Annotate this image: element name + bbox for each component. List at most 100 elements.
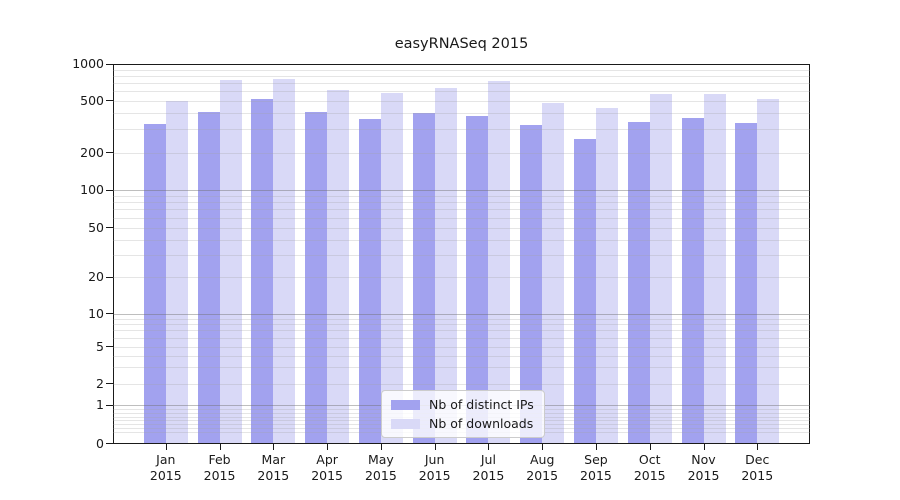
gridline-minor xyxy=(113,202,810,204)
bar-ips-dec xyxy=(735,123,758,444)
bar-downloads-jun xyxy=(434,87,457,444)
legend-label-distinct-ips: Nb of distinct IPs xyxy=(429,397,534,412)
bar-ips-jun xyxy=(412,113,435,444)
y-tick-mark xyxy=(106,346,113,347)
gridline-minor xyxy=(113,69,810,71)
gridline-minor xyxy=(113,330,810,332)
y-tick-mark xyxy=(106,404,113,406)
gridline-minor xyxy=(113,355,810,357)
gridline-major xyxy=(113,313,810,315)
legend: Nb of distinct IPs Nb of downloads xyxy=(381,390,545,438)
bar-ips-aug xyxy=(520,125,543,444)
gridline-minor xyxy=(113,324,810,326)
gridline-minor xyxy=(113,367,810,369)
gridline-minor xyxy=(113,195,810,197)
bar-ips-jul xyxy=(466,115,489,444)
x-tick-mark xyxy=(757,444,759,450)
gridline-minor xyxy=(113,255,810,257)
y-tick-label: 100 xyxy=(80,182,104,197)
y-tick-label: 50 xyxy=(88,219,104,235)
x-tick-mark xyxy=(273,444,275,450)
x-tick-label: Jul 2015 xyxy=(472,452,505,483)
x-tick-label: Jun 2015 xyxy=(418,452,451,483)
gridline-minor xyxy=(113,346,810,348)
gridline-minor xyxy=(113,152,810,154)
y-tick-label: 200 xyxy=(80,144,104,160)
bar-downloads-sep xyxy=(595,108,618,444)
legend-label-downloads: Nb of downloads xyxy=(429,416,534,431)
x-tick-label: Nov 2015 xyxy=(687,452,720,483)
x-tick-mark xyxy=(649,444,651,450)
y-tick-mark xyxy=(106,383,113,384)
x-tick-label: Sep 2015 xyxy=(580,452,612,483)
y-tick-label: 0 xyxy=(96,435,104,451)
bar-ips-sep xyxy=(573,139,596,444)
legend-swatch-downloads xyxy=(391,418,420,429)
bar-downloads-mar xyxy=(273,78,296,444)
x-tick-mark xyxy=(488,444,490,450)
y-tick-label: 20 xyxy=(88,269,104,284)
gridline-major xyxy=(113,190,810,191)
y-tick-mark xyxy=(106,313,113,314)
x-tick-mark xyxy=(434,444,436,450)
y-tick-mark xyxy=(106,443,113,444)
bar-ips-jan xyxy=(143,123,166,444)
legend-item-downloads: Nb of downloads xyxy=(391,416,535,431)
y-tick-label: 1000 xyxy=(72,56,104,71)
legend-item-distinct-ips: Nb of distinct IPs xyxy=(391,397,535,412)
bar-downloads-jul xyxy=(488,81,511,444)
y-tick-label: 500 xyxy=(80,92,104,108)
gridline-minor xyxy=(113,239,810,241)
x-tick-mark xyxy=(327,444,329,450)
gridline-minor xyxy=(113,113,810,115)
y-tick-mark xyxy=(106,100,113,101)
gridline-minor xyxy=(113,318,810,320)
y-tick-label: 5 xyxy=(96,338,104,354)
gridline-minor xyxy=(113,129,810,131)
y-tick-mark xyxy=(106,227,113,228)
bar-downloads-apr xyxy=(327,89,350,444)
y-tick-label: 1 xyxy=(96,397,104,412)
bar-ips-mar xyxy=(251,98,274,444)
bar-downloads-may xyxy=(380,93,403,444)
x-tick-mark xyxy=(219,444,221,450)
x-tick-label: Dec 2015 xyxy=(741,452,774,483)
gridline-minor xyxy=(113,217,810,219)
gridline-minor xyxy=(113,337,810,339)
bar-ips-may xyxy=(358,119,381,444)
bar-downloads-jan xyxy=(165,100,188,444)
gridline-minor xyxy=(113,383,810,385)
x-tick-label: May 2015 xyxy=(364,452,397,483)
chart-title: easyRNASeq 2015 xyxy=(394,36,529,52)
gridline-minor xyxy=(113,75,810,77)
y-tick-mark xyxy=(106,63,113,65)
bar-downloads-nov xyxy=(703,93,726,444)
y-tick-label: 2 xyxy=(96,375,104,391)
x-tick-label: Feb 2015 xyxy=(203,452,236,483)
x-tick-label: Jan 2015 xyxy=(149,452,182,483)
gridline-minor xyxy=(113,209,810,211)
bar-ips-nov xyxy=(681,117,704,444)
x-tick-mark xyxy=(380,444,382,450)
y-tick-mark xyxy=(106,276,113,278)
x-tick-mark xyxy=(703,444,705,450)
y-tick-mark xyxy=(106,189,113,191)
x-tick-label: Apr 2015 xyxy=(311,452,344,483)
bar-downloads-oct xyxy=(649,93,672,444)
y-tick-mark xyxy=(106,152,113,153)
bar-downloads-feb xyxy=(219,80,242,444)
x-tick-label: Mar 2015 xyxy=(257,452,290,483)
gridline-minor xyxy=(113,82,810,84)
bar-ips-feb xyxy=(197,112,220,444)
bar-ips-oct xyxy=(627,122,650,444)
legend-swatch-distinct-ips xyxy=(391,399,420,410)
gridline-minor xyxy=(113,227,810,229)
plot-area xyxy=(113,64,810,444)
bar-downloads-aug xyxy=(542,103,565,444)
x-tick-mark xyxy=(595,444,597,450)
gridline-minor xyxy=(113,100,810,102)
x-tick-label: Aug 2015 xyxy=(526,452,559,483)
gridline-minor xyxy=(113,277,810,278)
bar-downloads-dec xyxy=(757,98,780,444)
x-tick-label: Oct 2015 xyxy=(633,452,666,483)
